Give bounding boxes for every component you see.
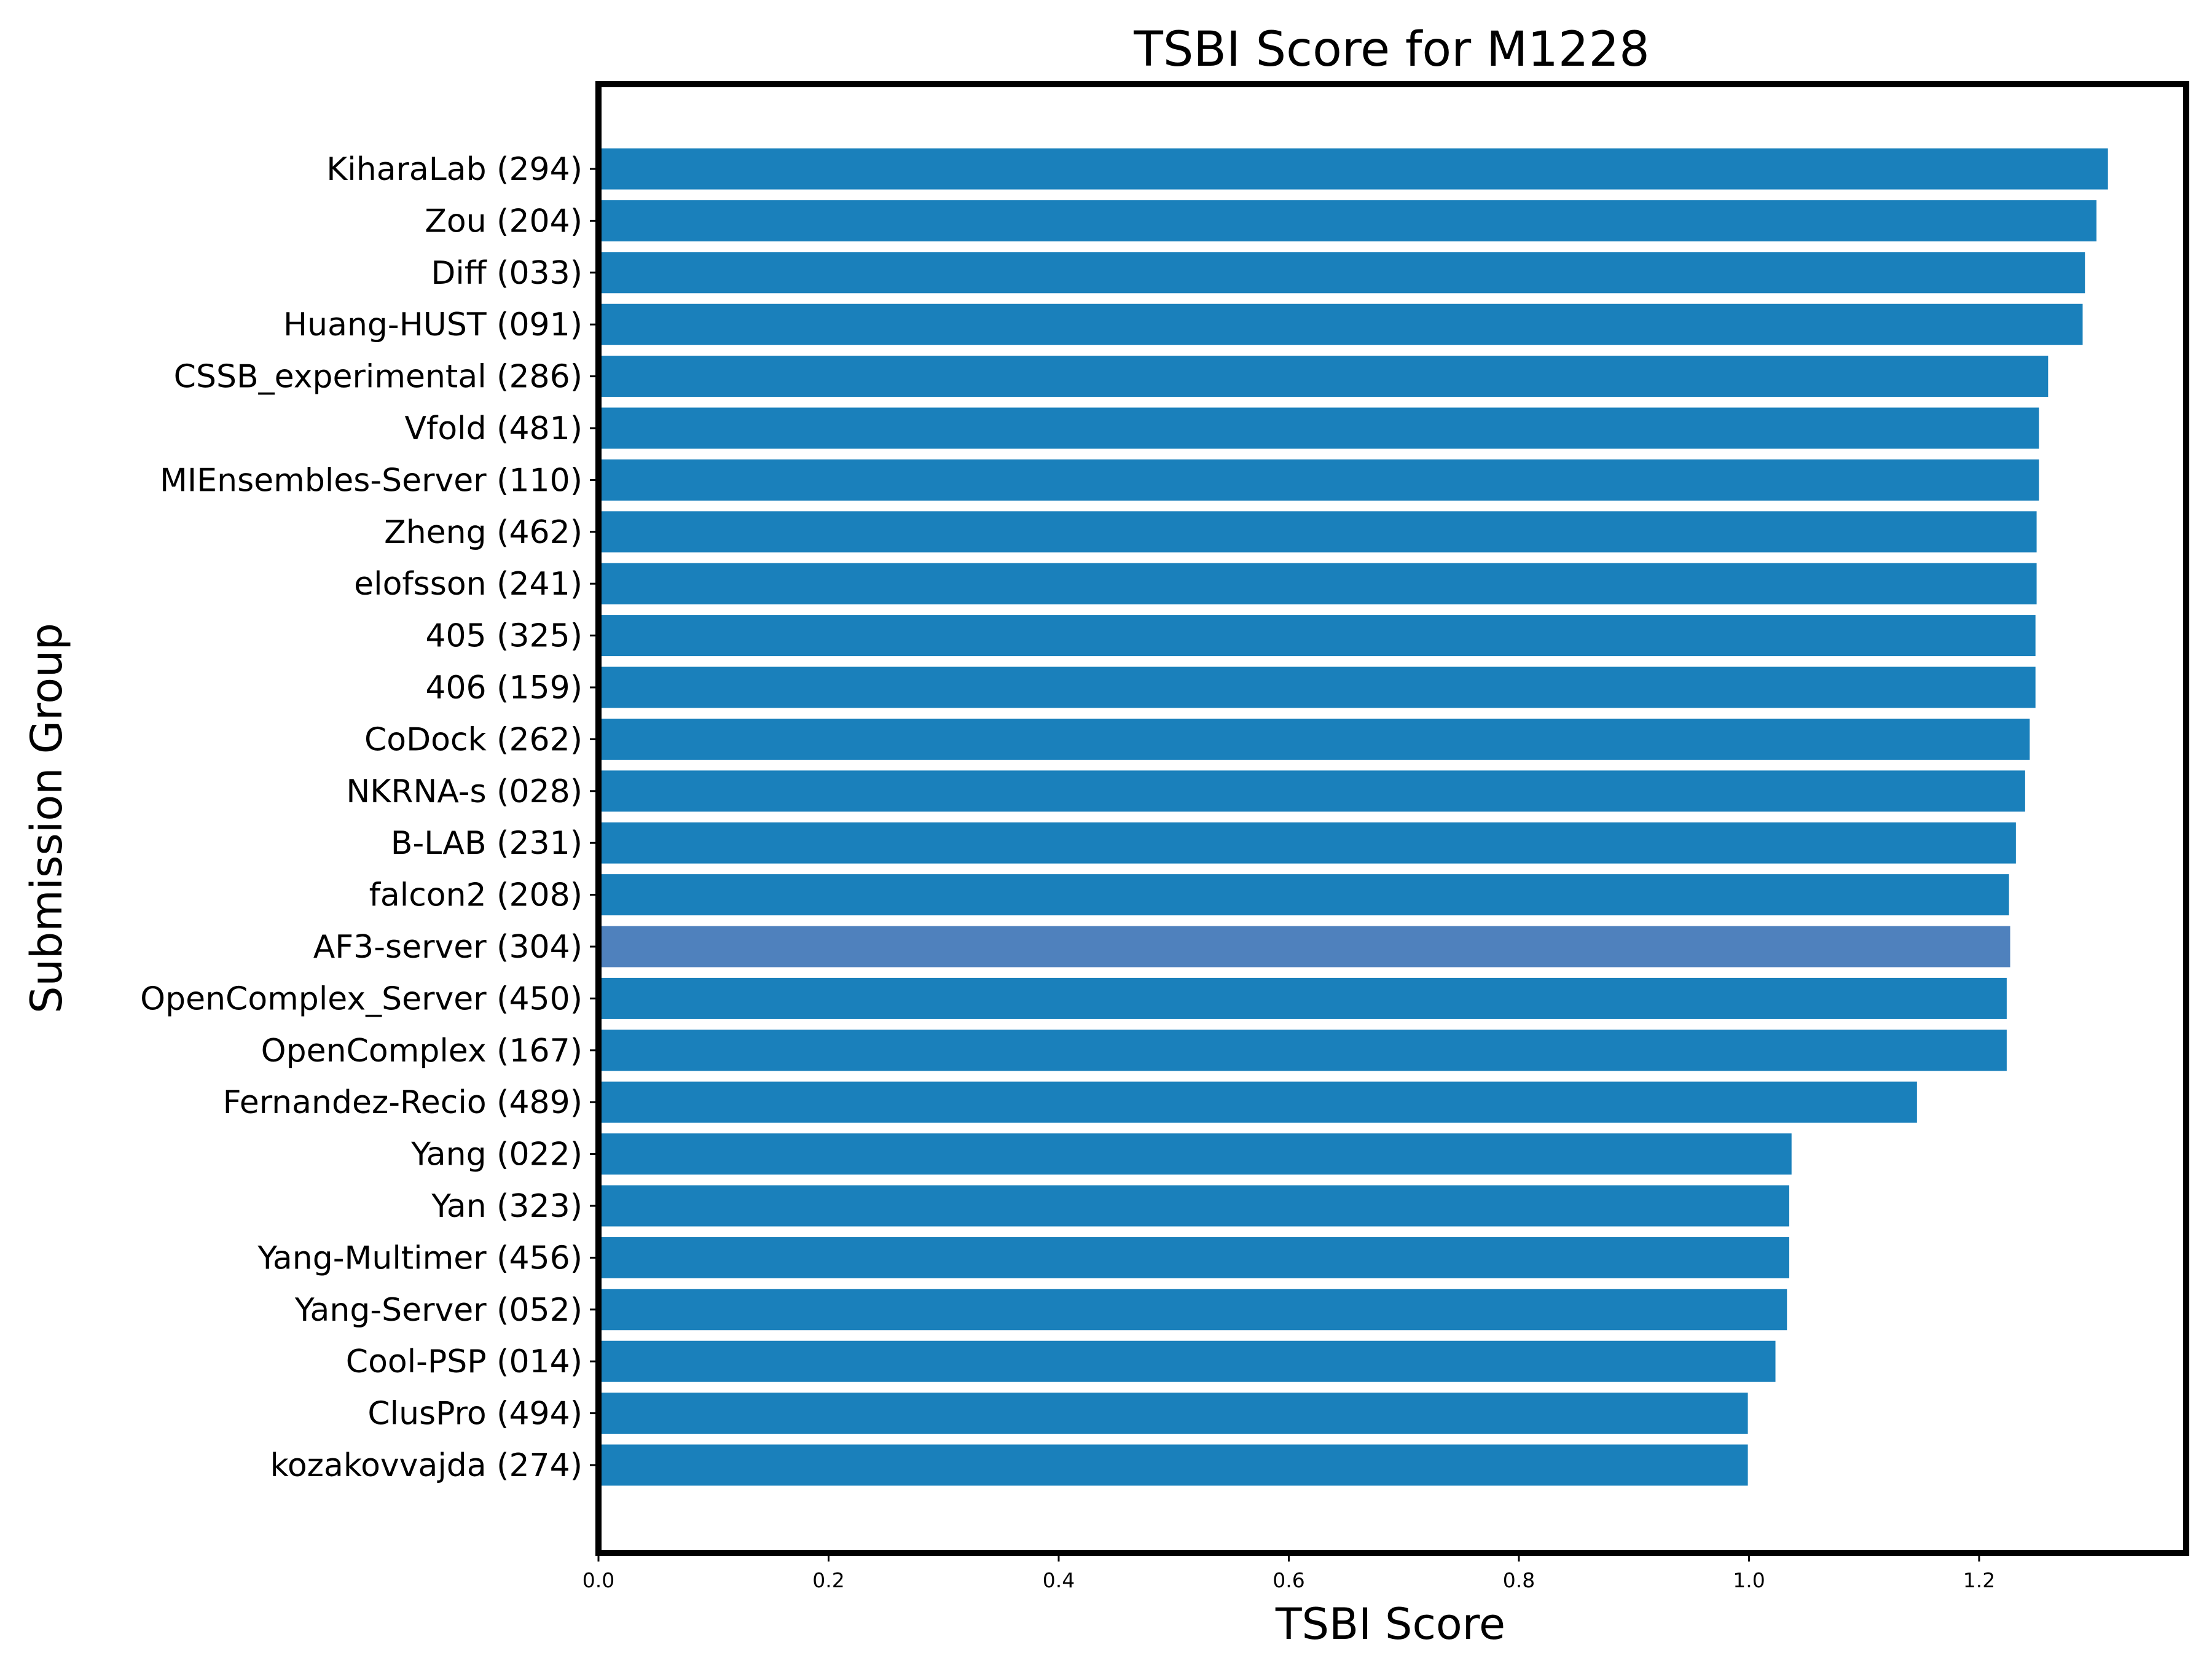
bar [598,1081,1917,1123]
plot-frame [595,81,2189,1556]
bars-group [598,148,2108,1486]
bar [598,1444,1748,1486]
x-tick-label: 0.8 [1503,1568,1535,1592]
y-tick-label: NKRNA-s (028) [346,773,582,810]
y-tick-label: falcon2 (208) [369,877,582,914]
bar [598,1030,2007,1071]
bar [598,148,2108,190]
y-tick-label: OpenComplex (167) [261,1033,582,1069]
x-axis-label: TSBI Score [1275,1599,1505,1649]
bar [598,407,2039,449]
y-tick-label: B-LAB (231) [391,825,582,862]
y-tick-label: OpenComplex_Server (450) [140,980,582,1017]
y-tick-label: ClusPro (494) [367,1396,582,1433]
bar [598,666,2036,708]
bar [598,1340,1776,1382]
chart-title: TSBI Score for M1228 [1133,22,1650,77]
y-tick-label: Yang-Multimer (456) [257,1240,582,1276]
bar [598,1289,1787,1331]
bar [598,303,2083,345]
y-tick-label: 406 (159) [425,670,582,706]
y-tick-label: Huang-HUST (091) [283,307,582,343]
y-tick-label: elofsson (241) [354,566,582,603]
x-tick-label: 0.0 [582,1568,614,1592]
bar [598,563,2037,604]
y-tick-label: MIEnsembles-Server (110) [160,462,582,499]
bar [598,615,2036,657]
y-axis-label: Submission Group [22,623,72,1014]
y-axis: KiharaLab (294) Zou (204) Diff (033) Huang-… [140,151,598,1484]
y-tick-label: CSSB_experimental (286) [174,359,582,396]
bar [598,252,2085,294]
bar [598,356,2049,397]
y-tick-label: Vfold (481) [404,410,582,447]
x-tick-label: 1.0 [1733,1568,1765,1592]
bar [598,200,2096,241]
bar [598,926,2010,968]
y-tick-label: KiharaLab (294) [326,151,582,188]
y-tick-label: Zheng (462) [384,514,582,551]
bar [598,1185,1789,1227]
bar [598,977,2007,1019]
bar [598,1133,1792,1175]
y-tick-label: Fernandez-Recio (489) [223,1084,582,1121]
y-tick-label: 405 (325) [425,618,582,655]
y-tick-label: Cool-PSP (014) [346,1343,582,1380]
y-tick-label: Yang-Server (052) [294,1292,582,1329]
bar [598,718,2030,760]
y-tick-label: Yang (022) [410,1136,582,1173]
y-tick-label: AF3-server (304) [313,929,582,966]
y-tick-label: CoDock (262) [364,721,582,758]
x-tick-label: 1.2 [1963,1568,1995,1592]
bar [598,822,2016,864]
bar [598,511,2037,553]
y-tick-label: kozakovvajda (274) [270,1447,582,1484]
y-tick-label: Yan (323) [431,1188,582,1225]
bar [598,874,2009,916]
bar [598,1393,1748,1434]
bar [598,770,2025,812]
x-tick-label: 0.2 [812,1568,844,1592]
y-tick-label: Zou (204) [425,203,582,240]
y-tick-label: Diff (033) [431,255,582,292]
bar [598,1237,1789,1278]
x-axis: 0.0 0.2 0.4 0.6 0.8 1.0 1.2 [582,1553,1995,1592]
x-tick-label: 0.6 [1273,1568,1304,1592]
bar [598,459,2039,501]
x-tick-label: 0.4 [1043,1568,1075,1592]
